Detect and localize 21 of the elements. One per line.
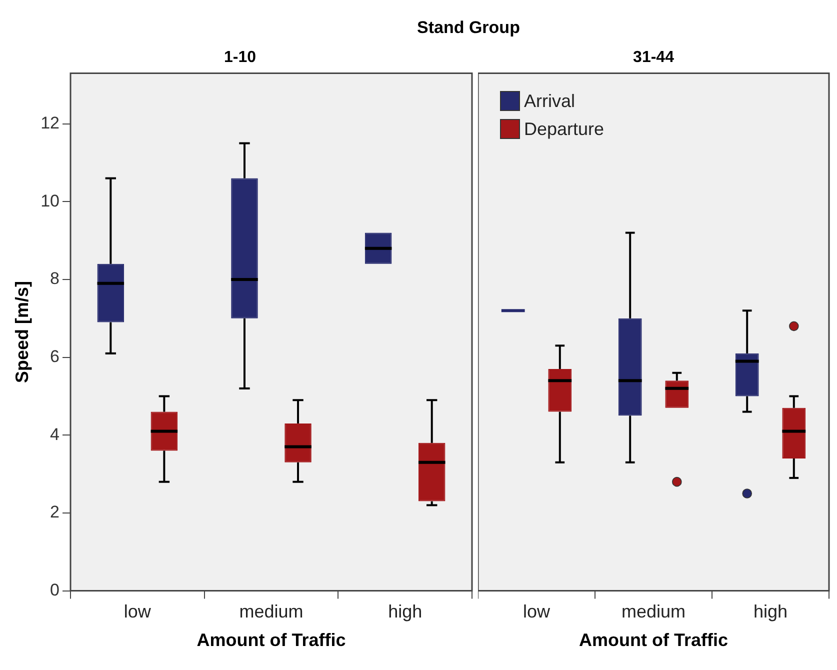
- x-tick-label: medium: [621, 602, 686, 622]
- x-axis-title: Amount of Traffic: [196, 630, 346, 650]
- y-tick-label: 2: [50, 502, 60, 522]
- legend-label: Departure: [524, 118, 604, 140]
- y-tick-label: 4: [50, 424, 60, 444]
- legend-label: Arrival: [524, 90, 576, 112]
- y-tick-label: 8: [50, 269, 60, 288]
- chart-subtitle: 1-10: [224, 49, 256, 66]
- y-tick-label: 12: [40, 113, 60, 132]
- y-axis-title: Speed [m/s]: [12, 280, 32, 384]
- y-tick-label: 6: [50, 346, 60, 366]
- x-axis-title: Amount of Traffic: [579, 630, 728, 650]
- chart-subtitle: 31-44: [633, 49, 674, 66]
- y-tick-label: 0: [50, 580, 60, 600]
- x-tick-label: low: [522, 602, 551, 622]
- x-tick-label: high: [753, 602, 788, 622]
- y-tick-label: 10: [40, 191, 60, 210]
- x-tick-label: high: [388, 602, 422, 622]
- x-tick-label: medium: [239, 602, 304, 622]
- x-tick-label: low: [124, 602, 152, 622]
- chart-title: Stand Group: [417, 18, 520, 38]
